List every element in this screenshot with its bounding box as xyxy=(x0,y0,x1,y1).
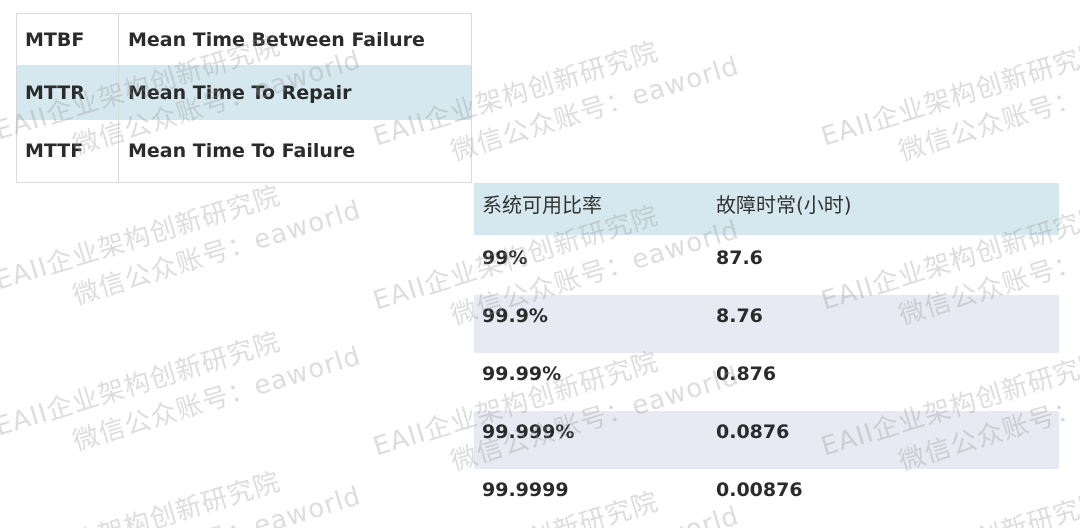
header-availability-rate: 系统可用比率 xyxy=(482,193,602,217)
rate-cell: 99.999% xyxy=(482,421,575,443)
availability-table: 系统可用比率 故障时常(小时) 99% 87.6 99.9% 8.76 99.9… xyxy=(474,183,1059,525)
full-name-cell: Mean Time To Failure xyxy=(128,140,356,162)
table-row: 99.9999 0.00876 xyxy=(474,469,1059,525)
full-name-cell: Mean Time To Repair xyxy=(128,81,352,104)
table-row: MTBF Mean Time Between Failure xyxy=(17,14,471,65)
table-header-row: 系统可用比率 故障时常(小时) xyxy=(474,183,1059,237)
table-row: 99.9% 8.76 xyxy=(474,295,1059,353)
hours-cell: 0.0876 xyxy=(716,421,790,443)
hours-cell: 0.00876 xyxy=(716,479,803,501)
rate-cell: 99.99% xyxy=(482,363,562,385)
table-row: MTTF Mean Time To Failure xyxy=(17,120,471,182)
full-name-cell: Mean Time Between Failure xyxy=(128,28,425,51)
table-row: 99.999% 0.0876 xyxy=(474,411,1059,469)
table-row: 99.99% 0.876 xyxy=(474,353,1059,411)
abbr-cell: MTTR xyxy=(17,65,119,120)
hours-cell: 87.6 xyxy=(716,247,763,269)
rate-cell: 99.9999 xyxy=(482,479,569,501)
hours-cell: 8.76 xyxy=(716,305,763,327)
watermark: EAII企业架构创新研究院 微信公众账号：eaworld xyxy=(0,327,365,458)
abbr-cell: MTBF xyxy=(17,14,119,65)
abbr-cell: MTTF xyxy=(17,120,119,182)
rate-cell: 99% xyxy=(482,247,528,269)
header-downtime-hours: 故障时常(小时) xyxy=(716,193,852,217)
table-row: 99% 87.6 xyxy=(474,237,1059,295)
table-row: MTTR Mean Time To Repair xyxy=(17,65,471,120)
watermark: EAII企业架构创新研究院 微信公众账号：eaworld xyxy=(817,37,1080,168)
definitions-table: MTBF Mean Time Between Failure MTTR Mean… xyxy=(16,13,472,183)
hours-cell: 0.876 xyxy=(716,363,777,385)
rate-cell: 99.9% xyxy=(482,305,548,327)
watermark: EAII企业架构创新研究院 微信公众账号：eaworld xyxy=(0,467,365,528)
